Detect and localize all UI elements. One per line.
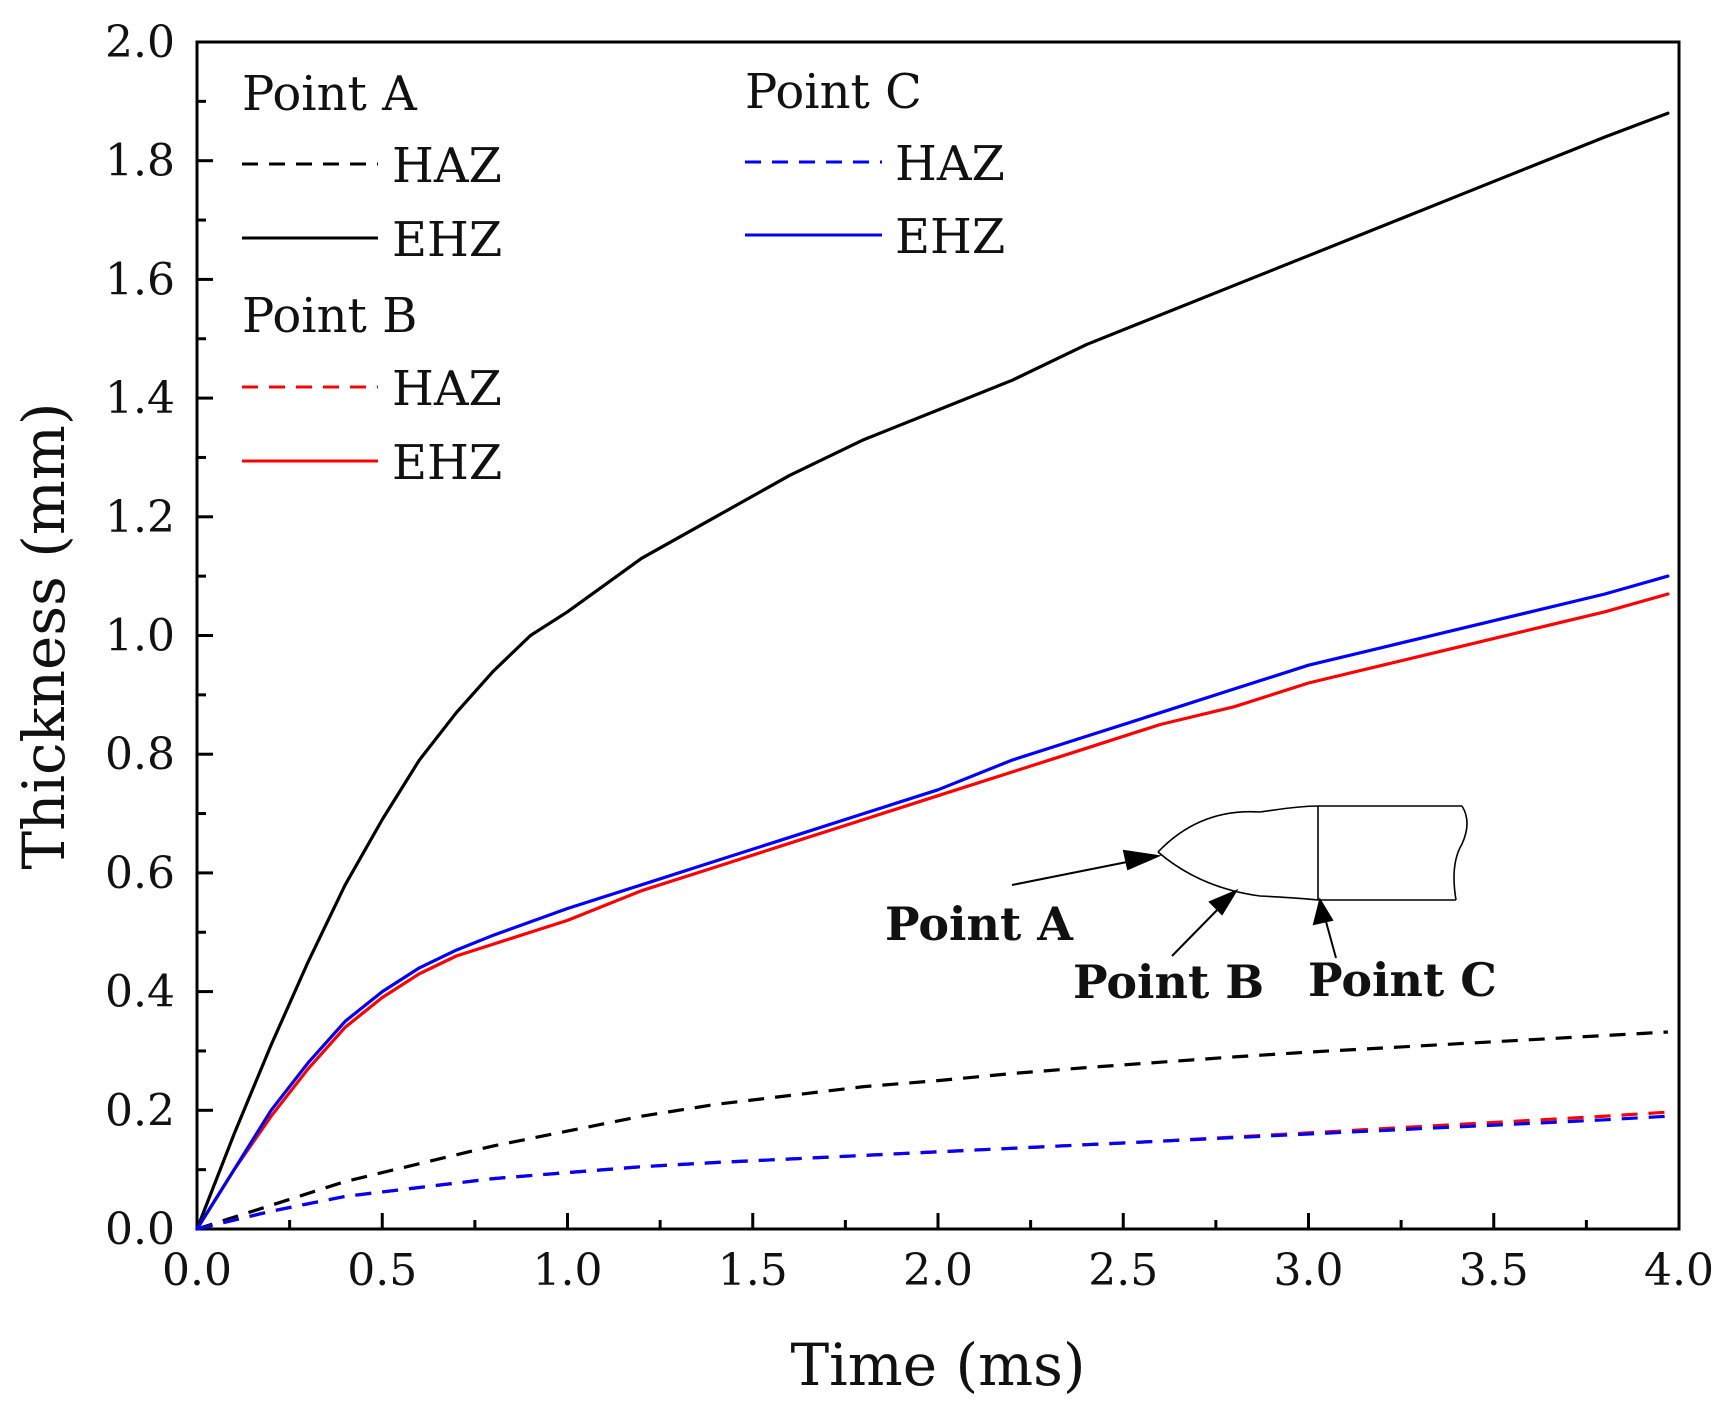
legend-group-point-a: Point A HAZ EHZ bbox=[242, 66, 502, 268]
x-tick-label: 0.0 bbox=[162, 1245, 232, 1296]
arrowhead-point-c bbox=[1312, 897, 1334, 926]
tick-labels: 0.0 0.5 1.0 1.5 2.0 2.5 3.0 3.5 4.0 0.0 0.2 0.4 0.6 0… bbox=[105, 17, 1714, 1296]
legend: Point A HAZ EHZ Point B HAZ EHZ Point C … bbox=[242, 64, 1005, 491]
annotation-arrows bbox=[1011, 849, 1337, 959]
axis-ticks bbox=[195, 40, 1681, 1231]
y-tick-label: 1.8 bbox=[105, 136, 175, 187]
x-tick-label: 2.0 bbox=[903, 1245, 973, 1296]
legend-label-c-ehz: EHZ bbox=[895, 209, 1005, 265]
series-line-point-b-haz bbox=[196, 1110, 1669, 1231]
series-layer bbox=[195, 111, 1670, 1231]
x-tick-label: 0.5 bbox=[347, 1245, 417, 1296]
schematic-upper-profile bbox=[1157, 805, 1462, 853]
legend-label-c-haz: HAZ bbox=[895, 136, 1005, 192]
y-tick-label: 0.6 bbox=[105, 848, 175, 899]
y-tick-label: 1.2 bbox=[105, 492, 175, 543]
y-tick-label: 2.0 bbox=[105, 17, 175, 68]
annotation-point-b: Point B bbox=[1073, 955, 1264, 1009]
legend-label-a-ehz: EHZ bbox=[392, 212, 502, 268]
arrow-point-b bbox=[1171, 904, 1223, 957]
schematic-lower-profile bbox=[1157, 851, 1456, 901]
legend-group-point-b: Point B HAZ EHZ bbox=[242, 288, 502, 491]
x-tick-label: 2.5 bbox=[1088, 1245, 1158, 1296]
series-line-point-a-ehz bbox=[195, 111, 1670, 1231]
y-tick-label: 0.2 bbox=[105, 1085, 175, 1136]
y-tick-label: 0.8 bbox=[105, 729, 175, 780]
x-tick-label: 3.5 bbox=[1459, 1245, 1529, 1296]
series-line-point-b-ehz bbox=[195, 592, 1670, 1231]
legend-group-title: Point A bbox=[242, 66, 418, 122]
x-axis-title: Time (ms) bbox=[790, 1331, 1085, 1399]
x-tick-label: 3.0 bbox=[1274, 1245, 1344, 1296]
y-tick-label: 1.0 bbox=[105, 611, 175, 662]
arrow-point-c bbox=[1324, 917, 1337, 959]
schematic-break-edge bbox=[1453, 805, 1468, 901]
legend-group-title: Point C bbox=[745, 64, 922, 120]
x-tick-label: 4.0 bbox=[1644, 1245, 1714, 1296]
y-tick-label: 0.0 bbox=[105, 1204, 175, 1255]
annotation-point-c: Point C bbox=[1308, 953, 1497, 1007]
series-line-point-c-ehz bbox=[195, 574, 1670, 1231]
legend-group-point-c: Point C HAZ EHZ bbox=[745, 64, 1005, 265]
x-tick-label: 1.0 bbox=[533, 1245, 603, 1296]
arrowhead-point-b bbox=[1208, 888, 1239, 916]
x-tick-label: 1.5 bbox=[718, 1245, 788, 1296]
annotation-point-a: Point A bbox=[885, 897, 1074, 951]
weld-schematic bbox=[1157, 805, 1468, 901]
series-line-point-c-haz bbox=[196, 1114, 1668, 1231]
series-line-point-a-haz bbox=[196, 1030, 1668, 1231]
legend-label-b-haz: HAZ bbox=[392, 361, 502, 417]
y-tick-label: 1.4 bbox=[105, 373, 175, 424]
y-axis-title: Thickness (mm) bbox=[10, 402, 78, 869]
y-tick-label: 1.6 bbox=[105, 254, 175, 305]
y-tick-label: 0.4 bbox=[105, 967, 175, 1018]
arrowhead-point-a bbox=[1122, 849, 1162, 871]
legend-label-b-ehz: EHZ bbox=[392, 435, 502, 491]
legend-group-title: Point B bbox=[242, 288, 417, 344]
arrow-point-a bbox=[1011, 858, 1143, 886]
legend-label-a-haz: HAZ bbox=[392, 138, 502, 194]
